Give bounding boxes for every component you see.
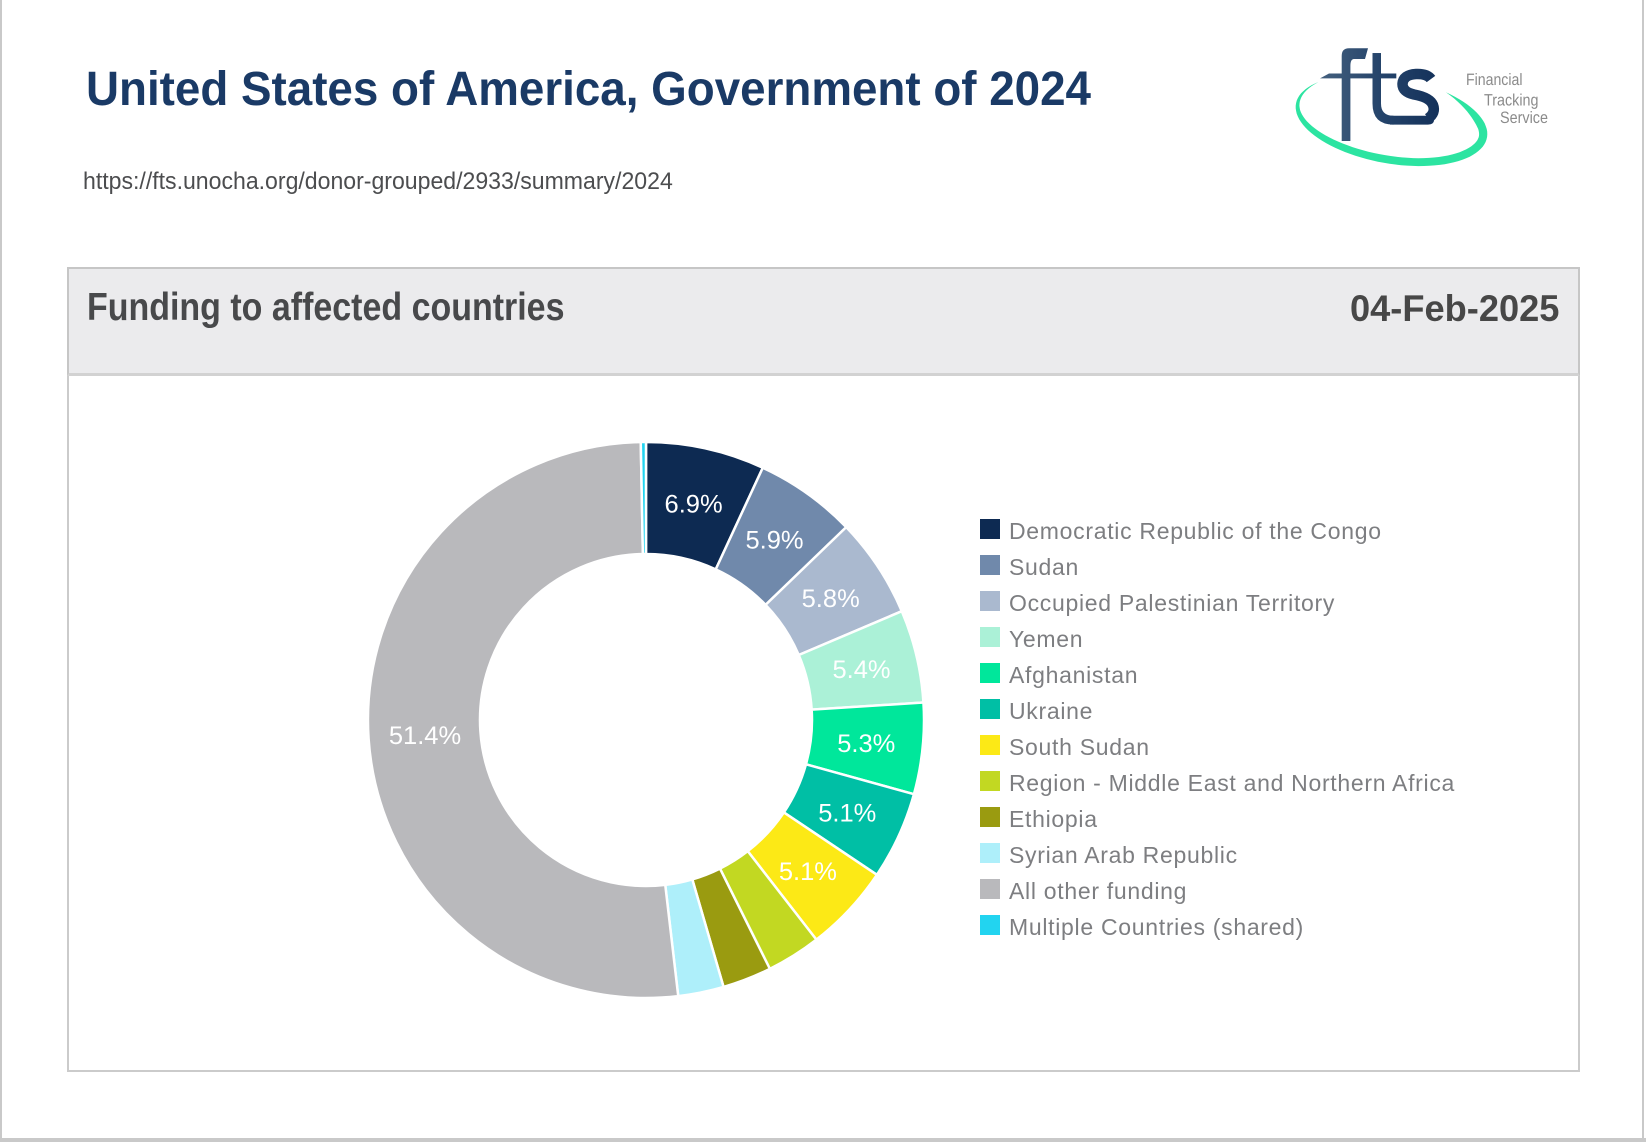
svg-text:5.1%: 5.1%: [818, 799, 876, 827]
svg-text:Service: Service: [1500, 109, 1548, 127]
svg-text:5.9%: 5.9%: [745, 527, 803, 555]
svg-text:Financial: Financial: [1466, 71, 1523, 89]
svg-text:6.9%: 6.9%: [665, 491, 723, 519]
svg-text:5.4%: 5.4%: [832, 656, 890, 684]
svg-text:51.4%: 51.4%: [389, 722, 461, 750]
svg-text:Tracking: Tracking: [1484, 92, 1539, 110]
svg-text:5.8%: 5.8%: [802, 585, 860, 613]
svg-text:5.3%: 5.3%: [837, 730, 895, 758]
svg-text:5.1%: 5.1%: [779, 858, 837, 886]
